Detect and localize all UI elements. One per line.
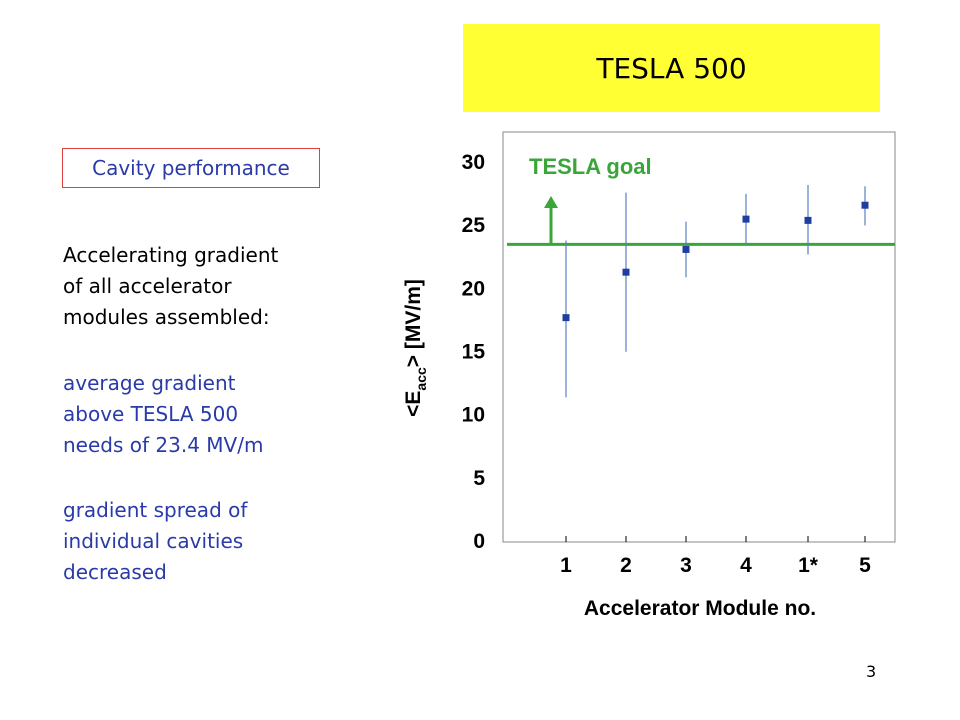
description-line: modules assembled: [63, 305, 270, 329]
average-gradient-note: average gradient above TESLA 500 needs o… [63, 368, 363, 461]
goal-label: TESLA goal [529, 154, 652, 179]
x-tick-label: 1 [560, 554, 572, 577]
x-tick-label: 3 [680, 554, 692, 577]
gradient-chart: 0 5 10 15 20 25 30 1 2 3 4 1* 5 Accelerator Module no… [402, 131, 896, 620]
data-point [804, 216, 812, 224]
note-line: gradient spread of [63, 498, 248, 522]
note-line: needs of 23.4 MV/m [63, 433, 264, 457]
y-axis-label-main: <E [402, 391, 425, 417]
chart-frame [502, 131, 896, 543]
y-axis-label-sub: acc [413, 367, 429, 391]
y-tick-label: 20 [462, 277, 485, 300]
note-line: average gradient [63, 371, 236, 395]
note-line: decreased [63, 560, 167, 584]
description-line: of all accelerator [63, 274, 232, 298]
data-point [562, 314, 570, 322]
y-axis-label-tail: > [MV/m] [402, 279, 425, 367]
data-point [682, 245, 690, 253]
data-point [742, 215, 750, 223]
x-tick-label: 2 [620, 554, 632, 577]
x-tick-label: 5 [859, 554, 871, 577]
data-point [622, 268, 630, 276]
y-tick-label: 30 [462, 151, 485, 174]
note-line: individual cavities [63, 529, 244, 553]
slide-title: TESLA 500 [463, 24, 880, 112]
y-tick-label: 5 [473, 467, 485, 490]
y-axis-label: <Eacc> [MV/m] [402, 279, 429, 417]
x-tick-label: 4 [740, 554, 752, 577]
y-tick-label: 15 [462, 341, 486, 364]
y-tick-label: 10 [462, 404, 485, 427]
data-point [861, 201, 869, 209]
section-tag: Cavity performance [62, 148, 320, 188]
goal-arrow-head [544, 196, 558, 208]
description-line: Accelerating gradient [63, 243, 279, 267]
x-axis-label: Accelerator Module no. [584, 597, 816, 620]
spread-note: gradient spread of individual cavities d… [63, 495, 363, 588]
note-line: above TESLA 500 [63, 402, 239, 426]
y-tick-label: 25 [462, 214, 486, 237]
page-number: 3 [866, 662, 877, 681]
description-block: Accelerating gradient of all accelerator… [63, 240, 363, 333]
y-tick-label: 0 [473, 530, 485, 553]
x-tick-label: 1* [798, 554, 819, 577]
